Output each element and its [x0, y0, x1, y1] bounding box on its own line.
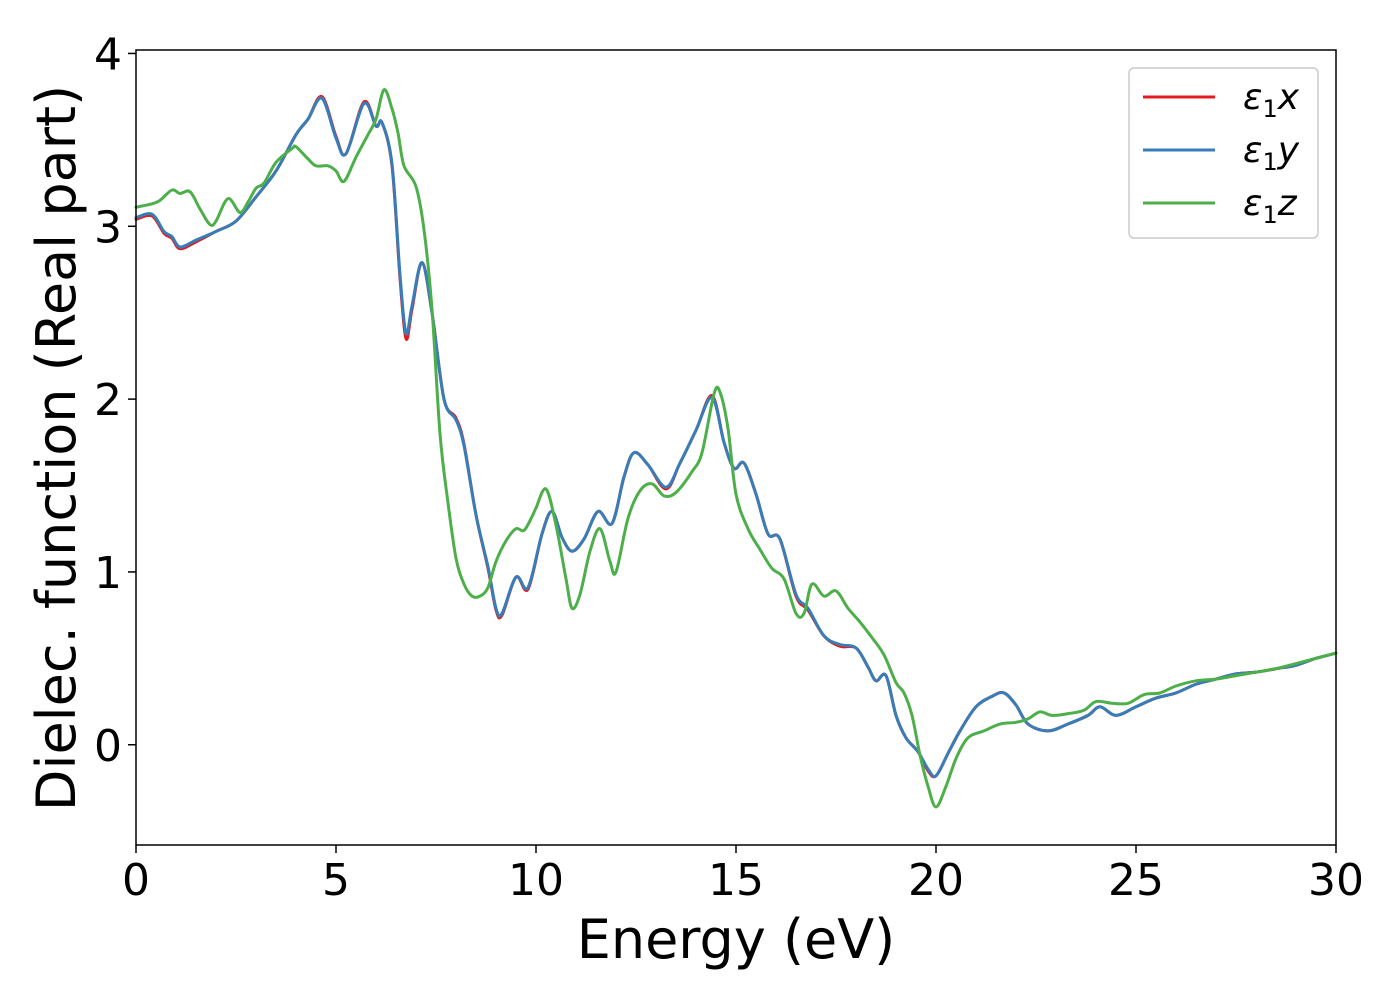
y-tick-label: 3 [94, 202, 122, 253]
y-tick-label: 4 [94, 29, 122, 80]
x-tick-label: 20 [908, 855, 964, 906]
series-line-y [134, 96, 1338, 778]
x-tick-label: 10 [508, 855, 564, 906]
series-line-z [134, 88, 1338, 809]
y-tick-label: 1 [94, 548, 122, 599]
legend-frame [1128, 67, 1319, 239]
y-tick-label: 2 [94, 375, 122, 426]
x-tick-label: 0 [122, 855, 150, 906]
x-tick-label: 15 [708, 855, 764, 906]
x-tick-label: 25 [1108, 855, 1164, 906]
legend-label-z: ε1z [1243, 183, 1298, 229]
legend-label-x: ε1x [1243, 77, 1300, 123]
y-tick-label: 0 [94, 721, 122, 772]
x-axis-title: Energy (eV) [577, 908, 896, 971]
legend-label-y: ε1y [1243, 130, 1300, 176]
legend: ε1x ε1y ε1z [1128, 67, 1319, 239]
x-tick-label: 30 [1308, 855, 1364, 906]
y-axis-title: Dielec. function (Real part) [25, 85, 88, 811]
x-tick-label: 5 [322, 855, 350, 906]
series-layer [134, 88, 1338, 809]
x-axis: 0 5 10 15 20 25 30 [122, 845, 1364, 906]
y-axis: 0 1 2 3 4 [94, 29, 136, 772]
